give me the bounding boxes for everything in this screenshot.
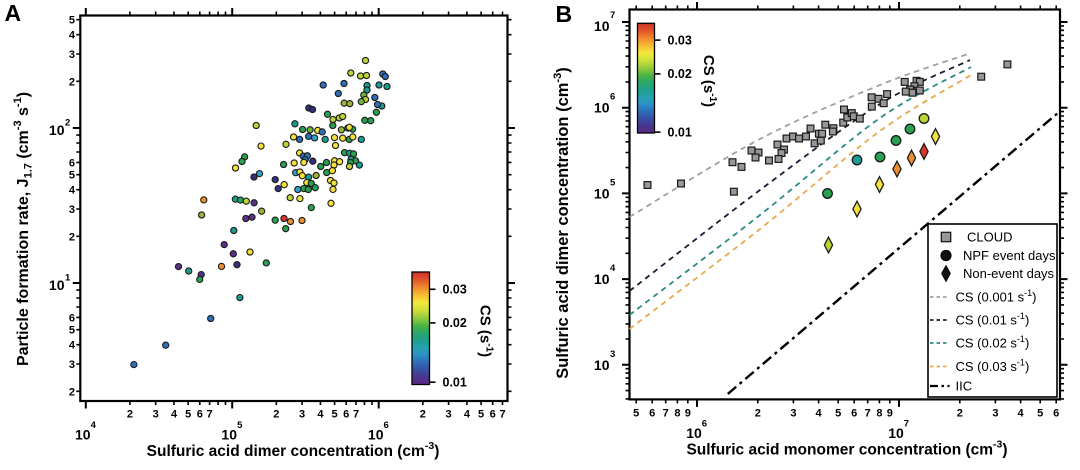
svg-text:CLOUD: CLOUD xyxy=(967,229,1013,244)
svg-text:10: 10 xyxy=(594,271,610,287)
svg-text:4: 4 xyxy=(69,30,76,42)
svg-text:4: 4 xyxy=(317,409,324,421)
svg-text:5: 5 xyxy=(237,420,243,431)
svg-text:2: 2 xyxy=(127,409,133,421)
svg-text:0.01: 0.01 xyxy=(668,125,692,139)
svg-text:NPF event days: NPF event days xyxy=(963,248,1056,263)
svg-text:10: 10 xyxy=(368,427,384,443)
svg-text:6: 6 xyxy=(610,92,615,103)
svg-text:10: 10 xyxy=(75,427,91,443)
svg-text:7: 7 xyxy=(207,409,213,421)
svg-text:7: 7 xyxy=(904,419,909,430)
svg-text:3: 3 xyxy=(299,409,305,421)
svg-text:5: 5 xyxy=(69,170,75,182)
svg-text:2: 2 xyxy=(69,231,75,243)
svg-text:3: 3 xyxy=(446,409,452,421)
svg-text:5: 5 xyxy=(478,409,484,421)
svg-text:A: A xyxy=(5,0,22,26)
svg-text:10: 10 xyxy=(686,425,702,441)
svg-text:4: 4 xyxy=(69,185,76,197)
svg-text:3: 3 xyxy=(992,408,998,420)
svg-text:8: 8 xyxy=(674,408,680,420)
svg-text:7: 7 xyxy=(663,408,669,420)
svg-text:Sulfuric acid dimer concentrat: Sulfuric acid dimer concentration (cm-3) xyxy=(147,440,440,460)
svg-text:0.03: 0.03 xyxy=(668,33,692,47)
svg-text:3: 3 xyxy=(69,204,75,216)
svg-text:2: 2 xyxy=(420,409,426,421)
svg-text:0.03: 0.03 xyxy=(443,283,467,297)
svg-text:4: 4 xyxy=(171,409,178,421)
svg-text:5: 5 xyxy=(835,408,841,420)
svg-text:3: 3 xyxy=(69,359,75,371)
svg-text:2: 2 xyxy=(755,408,761,420)
svg-text:IIC: IIC xyxy=(956,378,973,393)
svg-text:4: 4 xyxy=(816,408,823,420)
svg-text:Sulfuric acid monomer concentr: Sulfuric acid monomer concentration (cm-… xyxy=(686,439,1007,459)
svg-text:3: 3 xyxy=(790,408,796,420)
svg-text:6: 6 xyxy=(69,157,75,169)
svg-text:0.02: 0.02 xyxy=(443,316,467,330)
svg-text:7: 7 xyxy=(353,409,359,421)
svg-text:2: 2 xyxy=(957,408,963,420)
svg-text:6: 6 xyxy=(702,419,707,430)
svg-text:Non-event days: Non-event days xyxy=(963,266,1055,281)
svg-text:CS (0.01 s-1): CS (0.01 s-1) xyxy=(956,311,1030,328)
svg-text:10: 10 xyxy=(594,185,610,201)
svg-text:7: 7 xyxy=(499,409,505,421)
svg-text:7: 7 xyxy=(610,10,615,21)
svg-text:0.02: 0.02 xyxy=(668,67,692,81)
svg-text:10: 10 xyxy=(49,277,65,293)
svg-text:6: 6 xyxy=(649,408,655,420)
svg-text:2: 2 xyxy=(69,386,75,398)
svg-text:5: 5 xyxy=(185,409,191,421)
svg-text:5: 5 xyxy=(69,325,75,337)
svg-text:4: 4 xyxy=(464,409,471,421)
svg-text:2: 2 xyxy=(65,118,70,129)
svg-text:9: 9 xyxy=(887,408,893,420)
svg-text:3: 3 xyxy=(153,409,159,421)
svg-text:CS (0.03 s-1): CS (0.03 s-1) xyxy=(956,357,1030,374)
svg-text:0.01: 0.01 xyxy=(443,376,467,390)
svg-text:5: 5 xyxy=(332,409,338,421)
svg-text:7: 7 xyxy=(865,408,871,420)
svg-text:5: 5 xyxy=(69,15,75,27)
svg-text:6: 6 xyxy=(384,420,389,431)
svg-text:4: 4 xyxy=(610,263,616,274)
svg-text:3: 3 xyxy=(69,49,75,61)
svg-text:2: 2 xyxy=(69,76,75,88)
svg-text:10: 10 xyxy=(49,122,65,138)
svg-text:8: 8 xyxy=(876,408,882,420)
svg-text:10: 10 xyxy=(594,100,610,116)
svg-text:CS (0.02 s-1): CS (0.02 s-1) xyxy=(956,334,1030,351)
svg-text:10: 10 xyxy=(888,425,904,441)
svg-text:6: 6 xyxy=(851,408,857,420)
svg-text:5: 5 xyxy=(633,408,639,420)
svg-text:6: 6 xyxy=(490,409,496,421)
svg-text:10: 10 xyxy=(221,427,237,443)
svg-text:2: 2 xyxy=(273,409,279,421)
svg-text:Particle formation rate, J1.7: Particle formation rate, J1.7 (cm-3 s-1) xyxy=(12,92,35,366)
svg-text:4: 4 xyxy=(1018,408,1025,420)
svg-text:4: 4 xyxy=(91,420,97,431)
svg-text:5: 5 xyxy=(1037,408,1043,420)
svg-text:4: 4 xyxy=(69,340,76,352)
svg-text:6: 6 xyxy=(343,409,349,421)
svg-text:B: B xyxy=(556,1,573,27)
svg-text:9: 9 xyxy=(685,408,691,420)
svg-text:3: 3 xyxy=(610,349,615,360)
svg-text:6: 6 xyxy=(197,409,203,421)
svg-text:6: 6 xyxy=(1053,408,1059,420)
svg-text:10: 10 xyxy=(594,18,610,34)
svg-text:Sulfuric acid dimer concentrat: Sulfuric acid dimer concentration (cm-3) xyxy=(552,67,572,378)
svg-text:5: 5 xyxy=(610,177,616,188)
svg-text:CS (0.001 s-1): CS (0.001 s-1) xyxy=(956,288,1037,305)
svg-text:6: 6 xyxy=(69,312,75,324)
svg-text:1: 1 xyxy=(65,273,71,284)
svg-text:10: 10 xyxy=(594,357,610,373)
